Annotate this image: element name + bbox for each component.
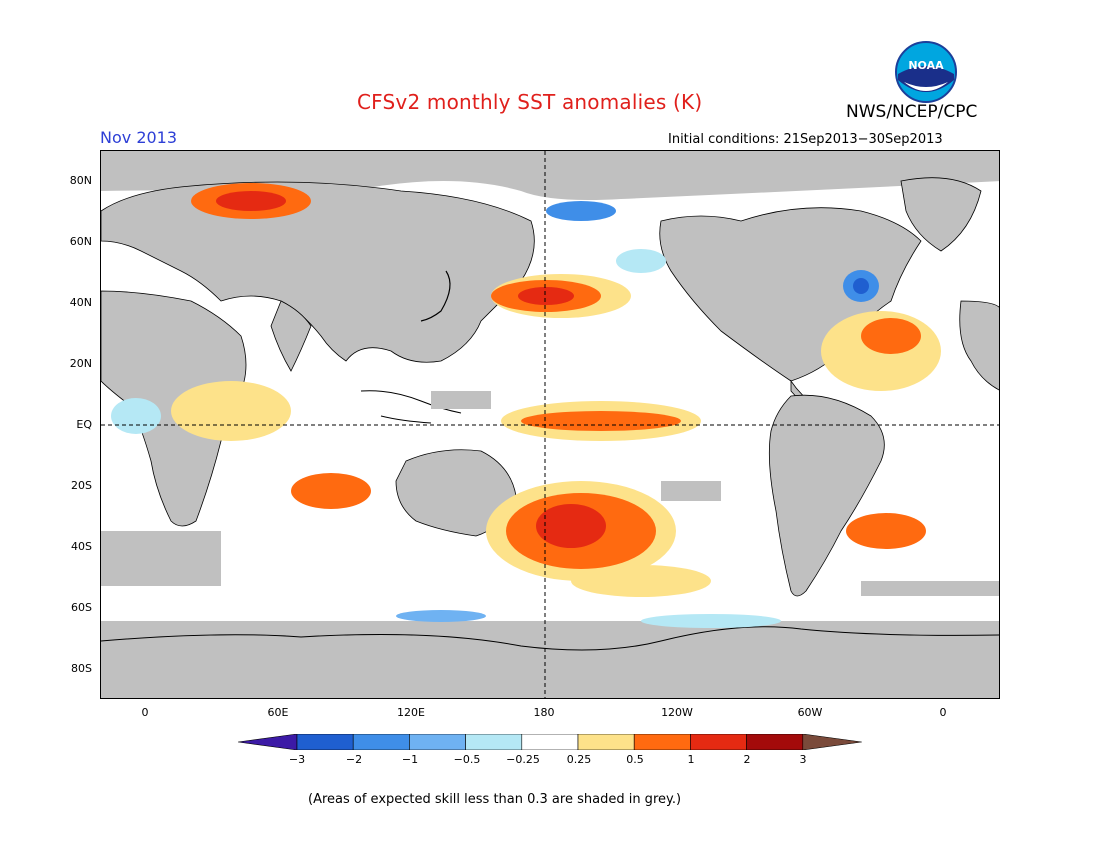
colorbar-tick: 0.25 — [566, 753, 592, 766]
colorbar-tick: −0.5 — [453, 753, 481, 766]
lat-label: EQ — [76, 418, 92, 431]
colorbar-segment — [690, 733, 747, 751]
low-skill-shading — [101, 391, 999, 596]
initial-conditions: Initial conditions: 21Sep2013−30Sep2013 — [668, 132, 943, 147]
eurasia — [101, 181, 535, 363]
colorbar-tick: −0.25 — [506, 753, 540, 766]
colorbar-segment — [802, 733, 862, 751]
india — [270, 300, 312, 372]
colorbar-segment — [577, 733, 635, 751]
noaa-logo: NOAA — [894, 40, 958, 104]
lat-label: 80N — [69, 174, 92, 187]
colorbar — [237, 733, 862, 754]
lat-label: 20N — [69, 357, 92, 370]
lat-label: 20S — [71, 479, 92, 492]
colorbar-tick: 0.5 — [626, 753, 644, 766]
colorbar-segment — [237, 733, 298, 751]
colorbar-tick: −2 — [345, 753, 363, 766]
colorbar-tick: 3 — [799, 753, 807, 766]
colorbar-tick: −1 — [401, 753, 419, 766]
chart-title: CFSv2 monthly SST anomalies (K) — [357, 90, 703, 114]
lon-label: 60W — [797, 706, 823, 719]
lat-label: 40S — [71, 540, 92, 553]
lon-label: 60E — [267, 706, 289, 719]
colorbar-segment — [746, 733, 804, 751]
north-america — [659, 207, 922, 382]
lon-label: 120E — [397, 706, 425, 719]
greenland — [900, 177, 982, 252]
svg-text:NOAA: NOAA — [908, 59, 944, 72]
colorbar-segment — [409, 733, 466, 751]
warm-anomalies — [171, 183, 941, 597]
colorbar-tick: 1 — [687, 753, 695, 766]
colorbar-segment — [465, 733, 523, 751]
sst-anomaly-map — [100, 150, 1000, 699]
antarctica — [101, 621, 999, 698]
south-america — [768, 394, 885, 597]
lon-label: 0 — [939, 706, 947, 719]
lat-label: 60N — [69, 235, 92, 248]
skill-footnote: (Areas of expected skill less than 0.3 a… — [308, 792, 682, 807]
lat-label: 40N — [69, 296, 92, 309]
agency-label: NWS/NCEP/CPC — [846, 102, 978, 122]
lat-label: 60S — [71, 601, 92, 614]
lon-label: 120W — [661, 706, 693, 719]
colorbar-tick: 2 — [743, 753, 751, 766]
lat-label: 80S — [71, 662, 92, 675]
colorbar-segment — [633, 733, 691, 751]
cool-anomalies — [111, 201, 879, 628]
lon-label: 180 — [533, 706, 555, 719]
colorbar-segment — [521, 733, 579, 751]
colorbar-tick: −3 — [288, 753, 306, 766]
forecast-month: Nov 2013 — [100, 128, 178, 147]
colorbar-segment — [352, 733, 410, 751]
colorbar-segment — [296, 733, 354, 751]
lon-label: 0 — [141, 706, 149, 719]
